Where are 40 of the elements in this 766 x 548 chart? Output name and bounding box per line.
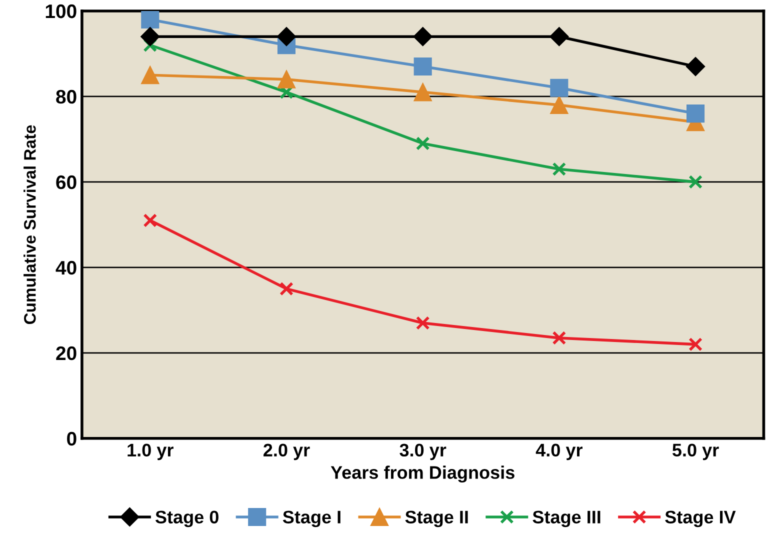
point [141, 66, 160, 84]
legend-label: Stage IV [665, 510, 736, 528]
point [143, 213, 158, 228]
x-tick-label: 3.0 yr [400, 444, 446, 460]
point [552, 331, 566, 345]
point [550, 78, 568, 97]
point [686, 104, 705, 123]
point [140, 27, 160, 46]
point [280, 282, 294, 296]
y-tick-label: 20 [56, 346, 76, 360]
point [277, 70, 296, 88]
x-tick-label: 2.0 yr [264, 444, 310, 460]
point [276, 27, 296, 46]
x-axis-title: Years from Diagnosis [330, 466, 514, 483]
point [686, 56, 706, 76]
x-tick-label: 4.0 yr [536, 444, 582, 460]
x-tick-label: 5.0 yr [672, 444, 719, 460]
x-tick-label: 1.0 yr [128, 444, 174, 460]
y-tick-label: 40 [56, 260, 76, 275]
point [416, 136, 430, 150]
y-tick-label: 0 [67, 432, 76, 446]
point [688, 174, 702, 189]
y-axis-title: Cumulative Survival Rate [24, 125, 36, 324]
point [141, 10, 160, 29]
legend-label: Stage I [282, 510, 340, 528]
point [550, 96, 568, 114]
point [416, 316, 430, 330]
y-tick-label: 100 [46, 4, 76, 18]
legend-label: Stage II [405, 510, 468, 528]
point [414, 58, 432, 76]
legend-label: Stage 0 [155, 510, 218, 528]
point [550, 27, 569, 46]
point [143, 38, 158, 52]
point [552, 162, 566, 176]
y-tick-label: 80 [56, 90, 76, 104]
point [414, 83, 432, 102]
legend-label: Stage III [532, 510, 600, 528]
point [413, 27, 432, 46]
point [688, 337, 702, 352]
y-tick-label: 60 [56, 175, 76, 190]
